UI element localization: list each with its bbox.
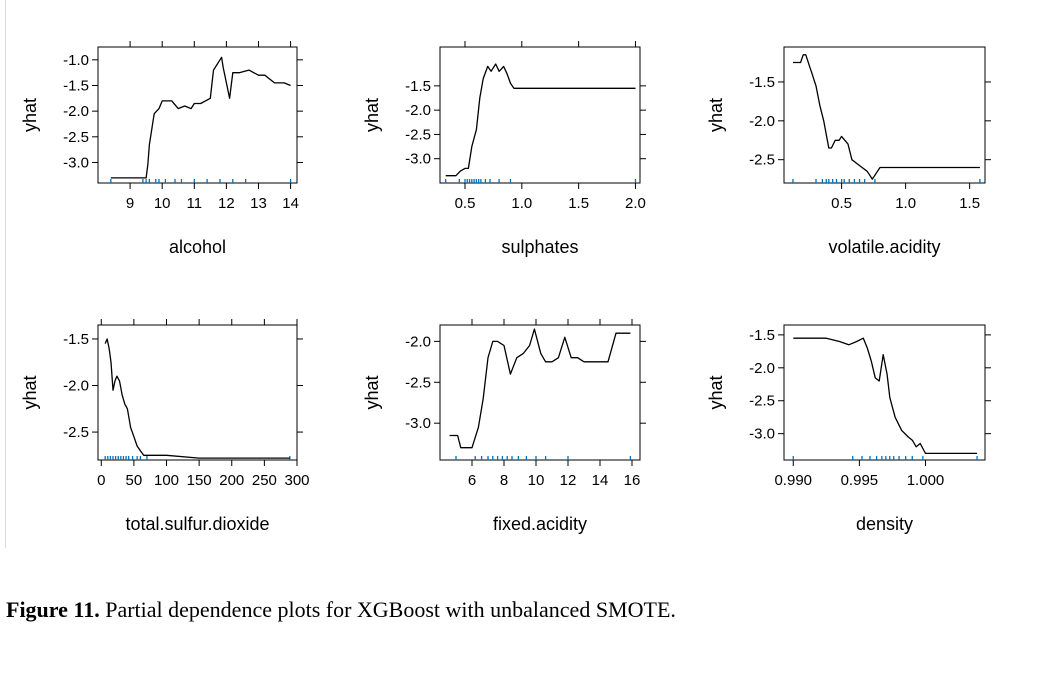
y-tick-label: -3.0 xyxy=(63,154,89,171)
x-tick-label: 50 xyxy=(126,472,143,489)
y-tick-label: -2.5 xyxy=(63,129,89,146)
x-tick-label: 0.990 xyxy=(774,472,812,489)
y-tick-label: -2.0 xyxy=(405,102,431,119)
x-tick-label: 16 xyxy=(624,472,641,489)
x-tick-label: 100 xyxy=(154,472,179,489)
y-tick-label: -2.5 xyxy=(405,374,431,391)
y-axis-label: yhat xyxy=(20,375,40,409)
x-tick-label: 12 xyxy=(560,472,577,489)
plot-density: 0.990 0.995 1.000 -1.5 -2.0 -2.5 -3.0 density yh… xyxy=(706,324,991,534)
y-tick-label: -2.0 xyxy=(749,360,775,377)
pdp-line-alcohol xyxy=(110,56,291,179)
plot-volatile-acidity: 0.5 1.0 1.5 -1.5 -2.0 -2.5 volatile.acidity yha… xyxy=(706,46,991,257)
pdp-line-fixed-acidity xyxy=(449,328,631,449)
y-axis-label: yhat xyxy=(706,98,726,132)
plot-frame xyxy=(97,324,298,461)
y-tick-label: -2.0 xyxy=(63,103,89,120)
x-tick-label: 2.0 xyxy=(625,195,646,212)
y-tick-label: -3.0 xyxy=(749,426,775,443)
plot-fixed-acidity: 6 8 10 12 14 16 -2.0 -2.5 -3.0 fixed.acidity yhat xyxy=(362,319,646,534)
y-tick-label: -2.5 xyxy=(749,152,775,169)
y-tick-label: -2.0 xyxy=(63,378,89,395)
plot-alcohol: 9 10 11 12 13 14 -1.0 -1.5 -2.0 -2.5 -3.0 alcohol yh… xyxy=(20,41,303,257)
x-tick-label: 300 xyxy=(284,472,309,489)
x-tick-label: 9 xyxy=(126,195,134,212)
plot-frame xyxy=(439,46,641,184)
x-tick-label: 8 xyxy=(500,472,508,489)
y-tick-label: -3.0 xyxy=(405,415,431,432)
x-tick-label: 14 xyxy=(592,472,609,489)
x-tick-label: 0.5 xyxy=(831,195,852,212)
plot-frame xyxy=(783,46,986,184)
plot-total-sulfur-dioxide: 0 50 100 150 200 250 300 -1.5 -2.0 -2.5 total.sulf… xyxy=(20,319,310,534)
x-tick-label: 0.995 xyxy=(841,472,879,489)
caption-label: Figure 11. xyxy=(6,597,100,622)
x-axis-label-sulphates: sulphates xyxy=(501,237,578,257)
y-tick-label: -2.0 xyxy=(749,113,775,130)
y-tick-label: -1.5 xyxy=(63,77,89,94)
x-tick-label: 150 xyxy=(187,472,212,489)
figure-caption: Figure 11. Partial dependence plots for … xyxy=(6,597,676,623)
plot-frame xyxy=(783,324,986,461)
y-tick-label: -1.5 xyxy=(405,78,431,95)
y-tick-label: -2.5 xyxy=(749,393,775,410)
pdp-line-density xyxy=(793,337,978,455)
plot-frame xyxy=(439,324,641,461)
x-axis-label-total-sulfur-dioxide: total.sulfur.dioxide xyxy=(125,514,269,534)
y-tick-label: -1.0 xyxy=(63,52,89,69)
x-tick-label: 1.5 xyxy=(568,195,589,212)
y-tick-label: -2.5 xyxy=(405,126,431,143)
x-tick-label: 10 xyxy=(154,195,171,212)
pdp-line-total-sulfur-dioxide xyxy=(104,338,290,459)
x-axis-label-volatile-acidity: volatile.acidity xyxy=(828,237,940,257)
x-tick-label: 10 xyxy=(528,472,545,489)
y-tick-label: -3.0 xyxy=(405,151,431,168)
left-border-line xyxy=(5,0,6,548)
x-tick-label: 1.0 xyxy=(895,195,916,212)
y-axis-label: yhat xyxy=(20,98,40,132)
x-tick-label: 1.5 xyxy=(959,195,980,212)
x-tick-label: 6 xyxy=(468,472,476,489)
plot-sulphates: 0.5 1.0 1.5 2.0 -1.5 -2.0 -2.5 -3.0 sulphates yha… xyxy=(362,41,646,257)
y-tick-label: -1.5 xyxy=(749,74,775,91)
y-axis-label: yhat xyxy=(706,375,726,409)
y-tick-label: -1.5 xyxy=(63,331,89,348)
x-tick-label: 1.0 xyxy=(511,195,532,212)
x-tick-label: 14 xyxy=(282,195,299,212)
x-axis-label-alcohol: alcohol xyxy=(169,237,226,257)
x-tick-label: 13 xyxy=(250,195,267,212)
pdp-line-volatile-acidity xyxy=(793,54,980,180)
caption-text: Partial dependence plots for XGBoost wit… xyxy=(99,597,676,622)
y-axis-label: yhat xyxy=(362,98,382,132)
x-axis-label-fixed-acidity: fixed.acidity xyxy=(493,514,587,534)
y-tick-label: -1.5 xyxy=(749,327,775,344)
plot-frame xyxy=(97,46,298,184)
x-tick-label: 250 xyxy=(252,472,277,489)
y-tick-label: -2.5 xyxy=(63,424,89,441)
x-tick-label: 11 xyxy=(187,195,203,212)
x-tick-label: 1.000 xyxy=(907,472,945,489)
x-tick-label: 0.5 xyxy=(455,195,476,212)
x-tick-label: 12 xyxy=(218,195,235,212)
x-axis-label-density: density xyxy=(856,514,913,534)
y-axis-label: yhat xyxy=(362,375,382,409)
y-tick-label: -2.0 xyxy=(405,333,431,350)
x-tick-label: 0 xyxy=(97,472,105,489)
pdp-line-sulphates xyxy=(445,63,636,177)
x-tick-label: 200 xyxy=(219,472,244,489)
